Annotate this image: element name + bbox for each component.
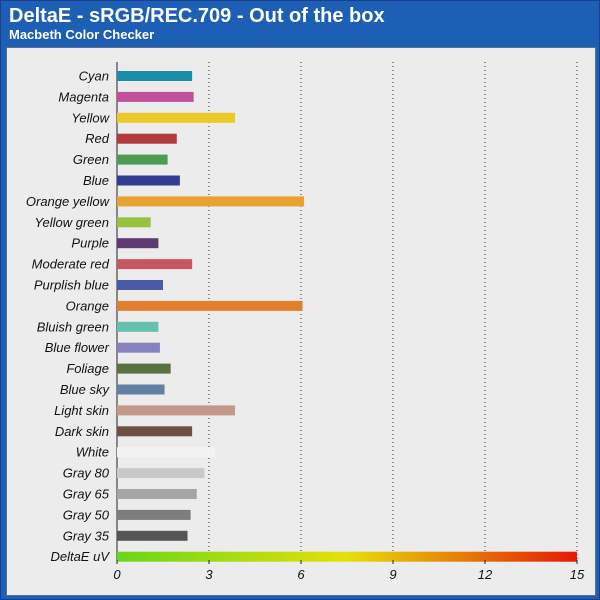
bar-chart: Cyan Magenta Yellow Red Green Blue Orange yell…	[26, 62, 585, 582]
bar	[117, 71, 193, 81]
category-label: White	[76, 445, 109, 460]
category-label: Foliage	[66, 361, 109, 376]
category-label: Purplish blue	[34, 278, 109, 293]
chart-title: DeltaE - sRGB/REC.709 - Out of the box	[9, 5, 385, 27]
category-label: Orange	[66, 298, 109, 313]
bar	[117, 300, 303, 311]
category-label: Gray 65	[63, 487, 110, 502]
bar	[117, 509, 191, 520]
category-label: Moderate red	[32, 257, 110, 272]
bar	[117, 133, 177, 144]
category-label: Blue sky	[60, 382, 111, 397]
tick-label: 0	[113, 567, 121, 582]
category-label: Red	[85, 131, 110, 146]
bar	[117, 217, 151, 228]
bar	[117, 91, 194, 102]
tick-label: 12	[478, 567, 493, 582]
category-label: Blue	[83, 173, 109, 188]
bar	[117, 280, 163, 290]
category-label: Gray 80	[63, 466, 110, 481]
tick-label: 3	[205, 567, 213, 582]
bar	[117, 196, 305, 207]
category-label: Yellow	[71, 110, 110, 125]
bar	[117, 342, 160, 353]
tick-label: 15	[570, 567, 585, 582]
bar	[117, 551, 577, 562]
category-label: Green	[73, 152, 109, 167]
chart-header: DeltaE - sRGB/REC.709 - Out of the box M…	[1, 1, 599, 47]
plot-panel: Cyan Magenta Yellow Red Green Blue Orange yell…	[6, 47, 596, 596]
category-label: Gray 50	[63, 507, 110, 522]
category-label: DeltaE uV	[50, 549, 110, 564]
category-label: Gray 35	[63, 528, 110, 543]
category-label: Cyan	[79, 69, 109, 84]
tick-label: 6	[297, 567, 305, 582]
bar	[117, 154, 168, 165]
bar	[117, 489, 197, 499]
category-label: Light skin	[54, 403, 109, 418]
bar	[117, 468, 205, 479]
bar	[117, 447, 216, 458]
bar	[117, 405, 236, 416]
bar	[117, 238, 159, 249]
category-label: Bluish green	[37, 319, 109, 334]
bar	[117, 426, 193, 437]
bar	[117, 530, 188, 541]
bar	[117, 112, 236, 123]
bar	[117, 259, 193, 270]
chart-subtitle: Macbeth Color Checker	[9, 27, 155, 42]
bar	[117, 175, 180, 186]
bar	[117, 321, 159, 332]
bar	[117, 363, 171, 374]
category-label: Blue flower	[45, 340, 110, 355]
bar	[117, 384, 165, 395]
category-label: Yellow green	[35, 215, 109, 230]
category-label: Orange yellow	[26, 194, 111, 209]
category-label: Purple	[71, 236, 109, 251]
category-label: Dark skin	[55, 424, 109, 439]
tick-label: 9	[389, 567, 396, 582]
category-label: Magenta	[58, 89, 109, 104]
